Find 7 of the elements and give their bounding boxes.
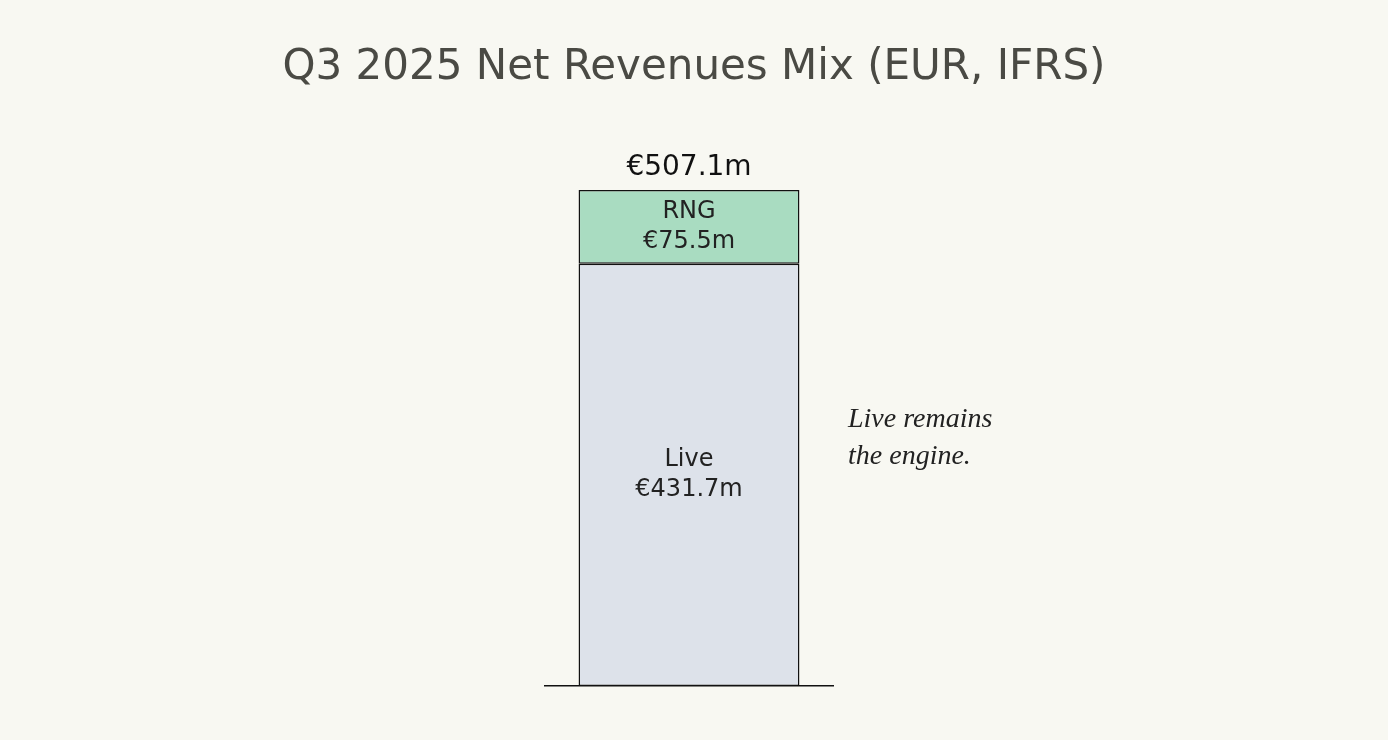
series-label: RNG xyxy=(662,196,716,225)
data-label: €75.5m xyxy=(642,226,736,255)
series-label: Live xyxy=(664,444,714,473)
total-label: €507.1m xyxy=(626,149,752,183)
data-label: €431.7m xyxy=(635,474,743,503)
chart-title: Q3 2025 Net Revenues Mix (EUR, IFRS) xyxy=(282,39,1106,89)
text: Live remains the engine. xyxy=(847,402,993,471)
